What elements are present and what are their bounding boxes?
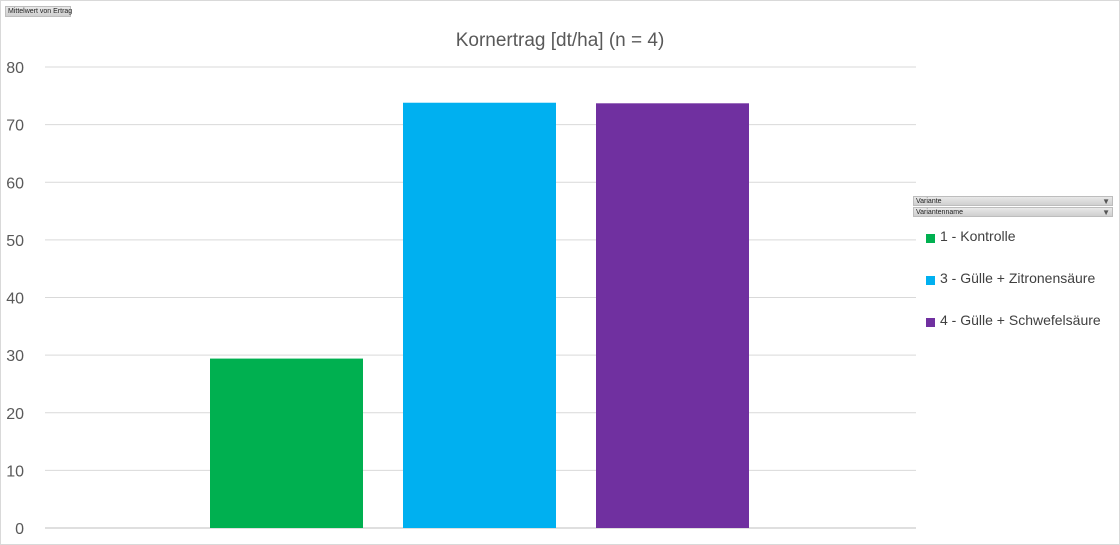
legend-swatch bbox=[926, 276, 935, 285]
y-tick-label: 10 bbox=[6, 463, 24, 480]
bars bbox=[210, 102, 749, 529]
legend-label: 4 - Gülle + Schwefelsäure bbox=[940, 312, 1101, 328]
bar[interactable] bbox=[596, 103, 749, 529]
value-field-label: Mittelwert von Ertrag bbox=[8, 8, 73, 15]
variante-field-label: Variante bbox=[916, 198, 942, 205]
y-axis-ticks: 0 10 20 30 40 50 60 70 80 bbox=[6, 60, 24, 538]
y-tick-label: 30 bbox=[6, 348, 24, 365]
chart-title: Kornertrag [dt/ha] (n = 4) bbox=[456, 30, 665, 51]
variantenname-field-button[interactable]: Variantenname ▼ bbox=[913, 207, 1113, 217]
bar[interactable] bbox=[210, 358, 363, 528]
filter-icon[interactable]: ▼ bbox=[1102, 197, 1110, 206]
y-tick-label: 60 bbox=[6, 175, 24, 192]
value-field-button[interactable]: Mittelwert von Ertrag bbox=[5, 6, 73, 17]
y-tick-label: 20 bbox=[6, 406, 24, 423]
y-tick-label: 80 bbox=[6, 60, 24, 77]
legend-label: 3 - Gülle + Zitronensäure bbox=[940, 270, 1096, 286]
bar[interactable] bbox=[403, 102, 556, 528]
y-tick-label: 0 bbox=[15, 521, 24, 538]
y-tick-label: 70 bbox=[6, 118, 24, 135]
y-tick-label: 40 bbox=[6, 291, 24, 308]
legend-swatch bbox=[926, 234, 935, 243]
legend-label: 1 - Kontrolle bbox=[940, 228, 1016, 244]
variantenname-field-label: Variantenname bbox=[916, 209, 963, 216]
legend-swatch bbox=[926, 318, 935, 327]
variante-field-button[interactable]: Variante ▼ bbox=[913, 196, 1113, 206]
filter-icon[interactable]: ▼ bbox=[1102, 208, 1110, 217]
y-tick-label: 50 bbox=[6, 233, 24, 250]
